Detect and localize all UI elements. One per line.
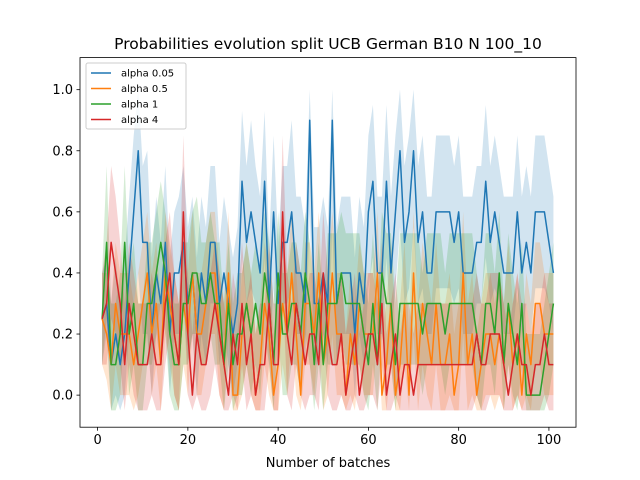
legend-label-3: alpha 1 xyxy=(121,100,158,111)
y-tick-label: 0.4 xyxy=(52,266,73,281)
x-axis: 0 20 40 60 80 100 xyxy=(93,427,561,448)
y-tick-label: 0.0 xyxy=(52,389,73,404)
confidence-band-4 xyxy=(102,135,554,411)
legend-label-4: alpha 4 xyxy=(121,115,158,126)
plot-frame xyxy=(79,57,577,428)
legend-box xyxy=(85,62,187,130)
legend-label-2: alpha 0.5 xyxy=(121,84,168,95)
x-tick-label: 20 xyxy=(180,433,197,448)
legend: alpha 0.05 alpha 0.5 alpha 1 alpha 4 xyxy=(85,62,187,130)
x-tick-label: 100 xyxy=(537,433,562,448)
y-tick-label: 1.0 xyxy=(52,83,73,98)
y-tick-label: 0.6 xyxy=(52,205,73,220)
x-tick-label: 60 xyxy=(360,433,377,448)
y-axis: 0.0 0.2 0.4 0.6 0.8 1.0 xyxy=(52,83,80,404)
series-lines xyxy=(101,119,555,396)
y-tick-label: 0.8 xyxy=(52,144,73,159)
x-tick-label: 40 xyxy=(270,433,287,448)
x-tick-label: 0 xyxy=(93,433,101,448)
chart-title: Probabilities evolution split UCB German… xyxy=(114,35,542,54)
x-axis-label: Number of batches xyxy=(266,456,391,471)
confidence-band-1 xyxy=(102,89,554,411)
y-tick-label: 0.2 xyxy=(52,328,73,343)
legend-label-1: alpha 0.05 xyxy=(121,69,174,80)
series-line-4 xyxy=(101,211,554,396)
x-tick-label: 80 xyxy=(450,433,467,448)
